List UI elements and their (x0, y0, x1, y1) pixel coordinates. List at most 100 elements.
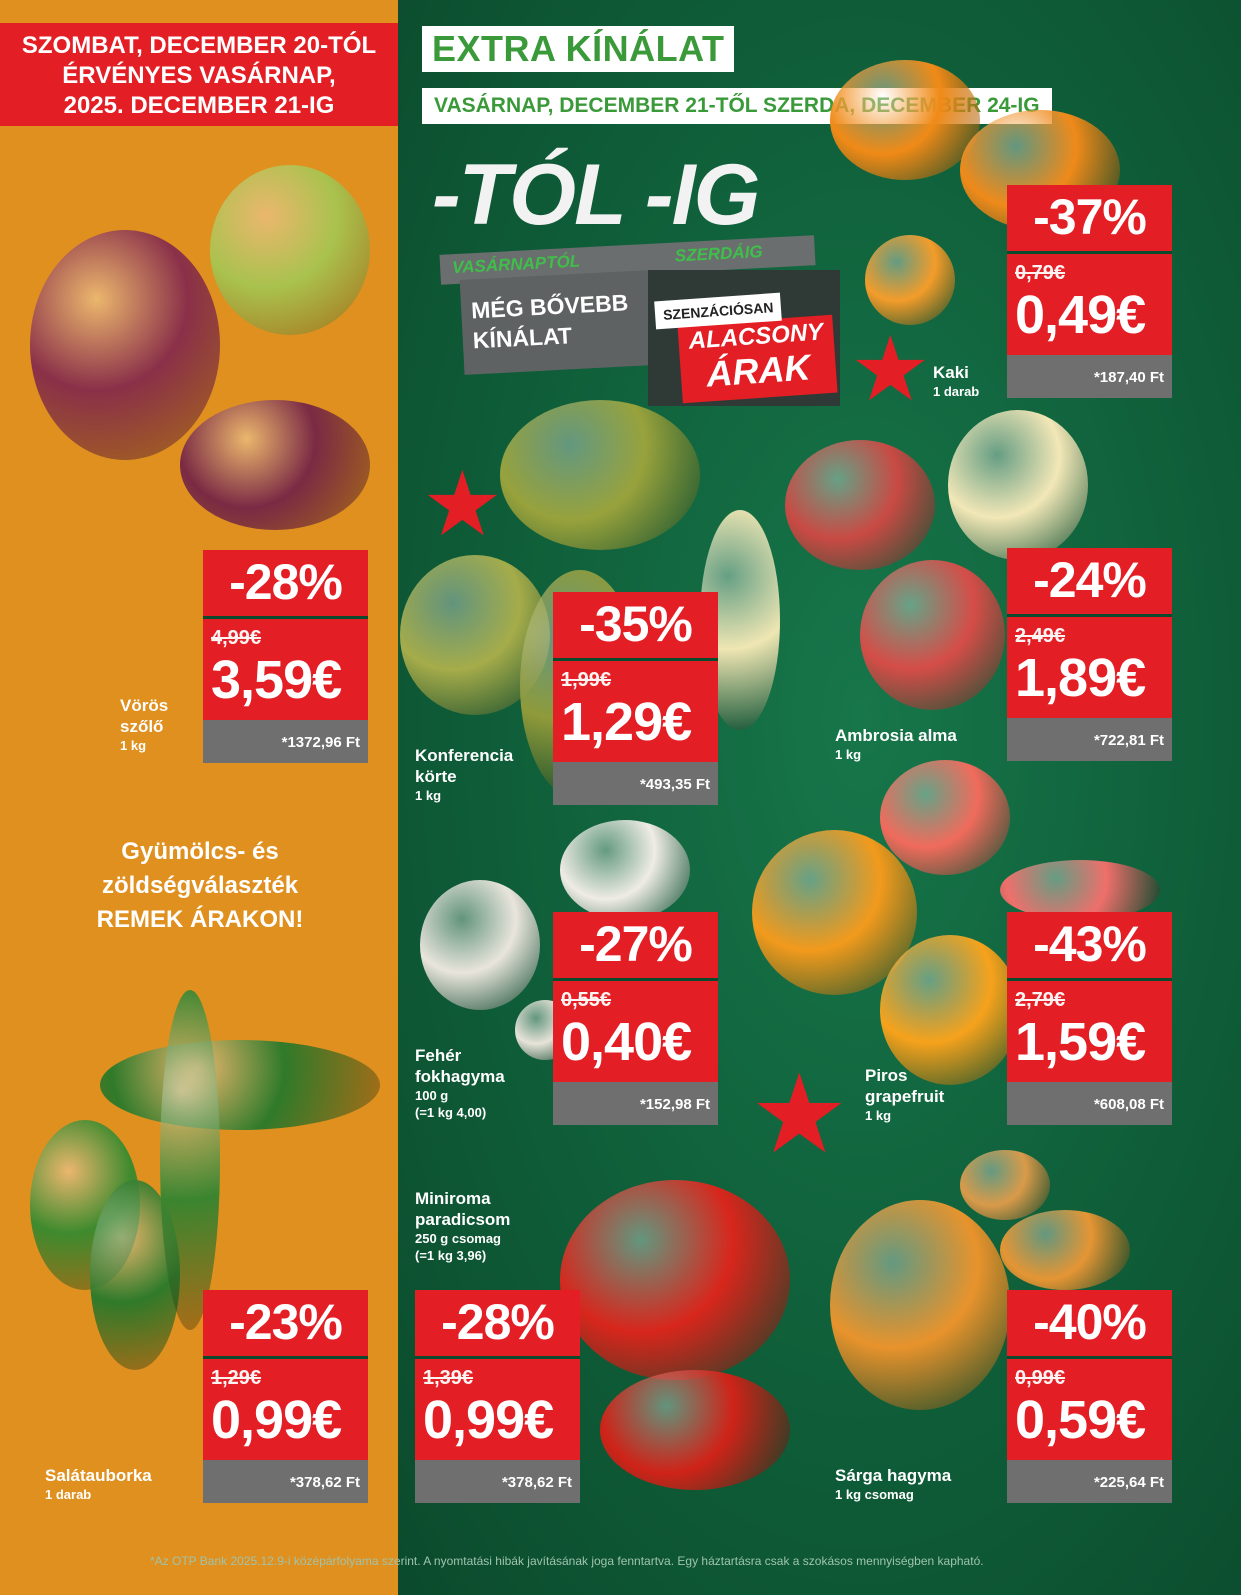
campaign-title: -TÓL -IG (432, 147, 760, 243)
product-image (880, 760, 1010, 875)
price-box: -27% 0,55€ 0,40€ *152,98 Ft (553, 912, 718, 1125)
product-unit: 1 kg (835, 747, 862, 762)
huf-price: *378,62 Ft (203, 1460, 368, 1503)
discount-badge: -28% (415, 1290, 580, 1356)
product-name: grapefruit (865, 1087, 945, 1106)
product-label: Fehér fokhagyma 100 g (=1 kg 4,00) (415, 1045, 505, 1121)
product-image (500, 400, 700, 550)
price-box: -23% 1,29€ 0,99€ *378,62 Ft (203, 1290, 368, 1503)
product-label: Konferencia körte 1 kg (415, 745, 513, 804)
huf-price: *1372,96 Ft (203, 720, 368, 763)
product-image (830, 60, 980, 180)
product-name: Fehér (415, 1046, 462, 1065)
product-image (865, 235, 955, 325)
huf-price: *608,08 Ft (1007, 1082, 1172, 1125)
promo-line: Gyümölcs- és (121, 838, 279, 865)
product-label: Piros grapefruit 1 kg (865, 1065, 944, 1124)
product-image (960, 1150, 1050, 1220)
price-box: -37% 0,79€ 0,49€ *187,40 Ft (1007, 185, 1172, 398)
more-offer: MÉG BŐVEBB KÍNÁLAT (459, 270, 655, 375)
low-prices-badge: ALACSONY ÁRAK (677, 314, 838, 404)
old-price: 0,79€ (1015, 262, 1066, 284)
product-label: Ambrosia alma 1 kg (835, 725, 957, 763)
price-box: -28% 1,39€ 0,99€ *378,62 Ft (415, 1290, 580, 1503)
product-image (210, 165, 370, 335)
current-price: 0,99€ (211, 1390, 342, 1450)
product-image (100, 1040, 380, 1130)
product-name: Miniroma (415, 1189, 491, 1208)
price-panel: 2,49€ 1,89€ (1007, 614, 1172, 718)
product-image (1000, 860, 1160, 920)
product-image (160, 990, 220, 1330)
current-price: 3,59€ (211, 650, 342, 710)
promo-line: zöldségválaszték (101, 872, 299, 899)
current-price: 1,59€ (1015, 1012, 1146, 1072)
old-price: 0,99€ (1015, 1367, 1066, 1389)
product-name: Sárga hagyma (835, 1466, 952, 1485)
old-price: 0,55€ (561, 989, 612, 1011)
huf-price: *187,40 Ft (1007, 355, 1172, 398)
product-name: körte (415, 767, 457, 786)
validity-line: SZOMBAT, DECEMBER 20-TÓL (21, 32, 377, 59)
huf-price: *378,62 Ft (415, 1460, 580, 1503)
price-panel: 2,79€ 1,59€ (1007, 978, 1172, 1082)
product-image (830, 1200, 1010, 1410)
price-box: -43% 2,79€ 1,59€ *608,08 Ft (1007, 912, 1172, 1125)
star-icon: ★ (850, 320, 931, 420)
huf-price: *722,81 Ft (1007, 718, 1172, 761)
validity-line: ÉRVÉNYES VASÁRNAP, (62, 62, 336, 89)
current-price: 0,49€ (1015, 285, 1146, 345)
old-price: 2,49€ (1015, 625, 1066, 647)
product-label: Miniroma paradicsom 250 g csomag (=1 kg 3,9… (415, 1188, 510, 1264)
promo-text: Gyümölcs- és zöldségválaszték REMEK ÁRAK… (40, 835, 360, 937)
discount-badge: -24% (1007, 548, 1172, 614)
product-image (752, 830, 917, 995)
price-panel: 4,99€ 3,59€ (203, 616, 368, 720)
product-name: Vörös (120, 696, 169, 715)
product-unit: (=1 kg 3,96) (415, 1248, 487, 1263)
old-price: 2,79€ (1015, 989, 1066, 1011)
validity-banner: SZOMBAT, DECEMBER 20-TÓL ÉRVÉNYES VASÁRN… (0, 23, 398, 126)
price-panel: 0,79€ 0,49€ (1007, 251, 1172, 355)
current-price: 0,40€ (561, 1012, 692, 1072)
old-price: 1,99€ (561, 669, 612, 691)
price-panel: 1,99€ 1,29€ (553, 658, 718, 762)
price-box: -28% 4,99€ 3,59€ *1372,96 Ft (203, 550, 368, 763)
promo-line: REMEK ÁRAKON! (96, 906, 304, 933)
product-label: Vörös szőlő 1 kg (120, 695, 169, 754)
product-label: Sárga hagyma 1 kg csomag (835, 1465, 951, 1503)
ribbon-to: SZERDÁIG (674, 241, 764, 266)
star-icon: ★ (750, 1053, 849, 1176)
price-panel: 0,55€ 0,40€ (553, 978, 718, 1082)
product-unit: 100 g (415, 1088, 449, 1103)
current-price: 1,29€ (561, 692, 692, 752)
product-unit: 1 kg (120, 738, 147, 753)
current-price: 0,99€ (423, 1390, 554, 1450)
product-unit: 250 g csomag (415, 1231, 501, 1246)
product-name: Ambrosia alma (835, 726, 957, 745)
current-price: 1,89€ (1015, 648, 1146, 708)
prices-label: ÁRAK (704, 346, 812, 395)
product-image (560, 820, 690, 920)
discount-badge: -23% (203, 1290, 368, 1356)
product-name: Salátauborka (45, 1466, 152, 1485)
discount-badge: -28% (203, 550, 368, 616)
product-name: paradicsom (415, 1210, 511, 1229)
current-price: 0,59€ (1015, 1390, 1146, 1450)
huf-price: *493,35 Ft (553, 762, 718, 805)
footer-disclaimer: *Az OTP Bank 2025.12.9-i középárfolyama … (150, 1554, 984, 1568)
product-image (560, 1180, 790, 1380)
star-icon: ★ (422, 455, 503, 555)
old-price: 4,99€ (211, 627, 262, 649)
product-unit: 1 kg csomag (835, 1487, 914, 1502)
product-name: fokhagyma (415, 1067, 505, 1086)
product-name: Piros (865, 1066, 908, 1085)
product-image (30, 230, 220, 460)
validity-line: 2025. DECEMBER 21-IG (63, 92, 335, 119)
price-panel: 1,29€ 0,99€ (203, 1356, 368, 1460)
price-box: -35% 1,99€ 1,29€ *493,35 Ft (553, 592, 718, 805)
discount-badge: -37% (1007, 185, 1172, 251)
product-name: Kaki (933, 363, 969, 382)
product-unit: 1 darab (933, 384, 980, 399)
product-image (785, 440, 935, 570)
